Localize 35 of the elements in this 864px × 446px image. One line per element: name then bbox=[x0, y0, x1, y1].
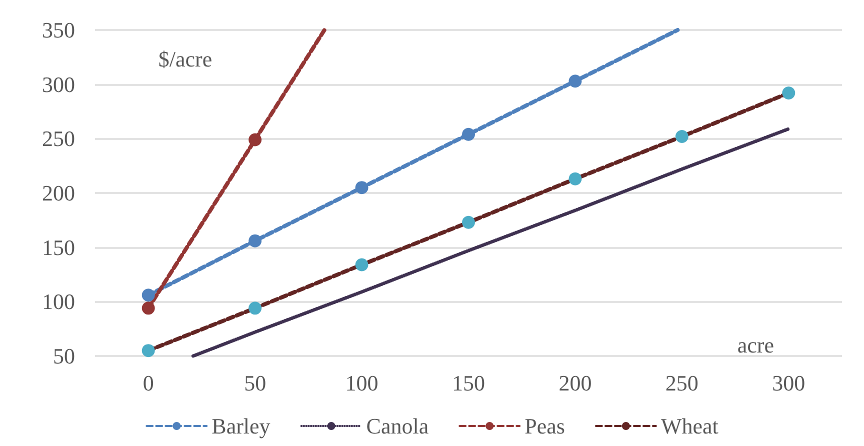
y-tick-label: 50 bbox=[53, 344, 75, 368]
x-tick-label: 50 bbox=[244, 370, 266, 396]
y-tick-label: 250 bbox=[42, 126, 75, 152]
point bbox=[568, 172, 582, 186]
point bbox=[248, 302, 262, 315]
point bbox=[355, 258, 368, 272]
point bbox=[782, 86, 796, 100]
x-tick-label: 0 bbox=[142, 370, 154, 396]
y-tick-label: 300 bbox=[42, 72, 75, 97]
point bbox=[462, 216, 475, 229]
point bbox=[248, 234, 262, 248]
legend-label: Barley bbox=[212, 414, 270, 438]
x-tick-label: 250 bbox=[665, 370, 698, 396]
point bbox=[142, 302, 155, 315]
y-tick-label: 150 bbox=[42, 234, 75, 260]
point bbox=[142, 288, 155, 302]
point bbox=[568, 74, 582, 88]
point bbox=[248, 133, 262, 146]
x-axis-title: acre bbox=[737, 332, 774, 358]
point bbox=[462, 128, 475, 141]
legend-label: Canola bbox=[366, 414, 429, 438]
y-tick-label: 200 bbox=[42, 180, 75, 206]
y-tick-label: 100 bbox=[42, 289, 75, 314]
x-tick-label: 200 bbox=[558, 370, 592, 396]
legend-label: Wheat bbox=[660, 414, 718, 438]
legend-label: Peas bbox=[524, 414, 565, 438]
y-tick-label: 350 bbox=[42, 18, 75, 42]
x-tick-label: 100 bbox=[345, 370, 378, 396]
point bbox=[355, 181, 368, 194]
point bbox=[142, 344, 155, 358]
y-axis-title: $/acre bbox=[158, 46, 212, 72]
line-series bbox=[191, 127, 790, 358]
point bbox=[675, 130, 688, 143]
x-tick-label: 300 bbox=[772, 370, 806, 396]
x-tick-label: 150 bbox=[452, 370, 485, 396]
